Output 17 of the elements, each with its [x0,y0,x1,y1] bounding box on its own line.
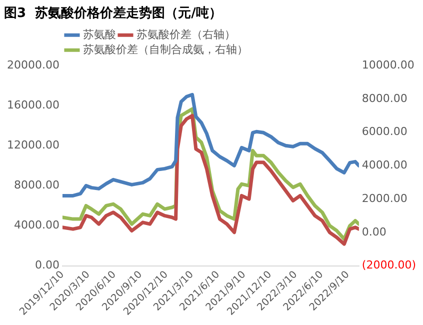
y-tick-label: 8000.00 [14,178,60,192]
y2-tick-label: 4000.00 [362,158,408,172]
y2-tick-label: (2000.00) [362,258,416,272]
y2-tick-label: 10000.00 [362,58,414,72]
y2-tick-label: 2000.00 [362,192,408,205]
y2-tick-label: 6000.00 [362,125,408,138]
chart-title: 图3 苏氨酸价格价差走势图（元/吨） [4,5,222,22]
y2-tick-label: 0.00 [362,225,386,238]
y2-tick-label: 8000.00 [362,92,408,105]
legend-label: 苏氨酸价差（自制合成氨，右轴） [82,42,248,56]
y-tick-label: 12000.00 [6,138,60,152]
y-tick-label: 4000.00 [14,218,60,232]
y-tick-label: 16000.00 [6,98,60,112]
y-tick-label: 0.00 [34,258,60,272]
legend-label: 苏氨酸价差（右轴） [136,28,236,41]
y-tick-label: 20000.00 [6,58,60,72]
legend-label: 苏氨酸 [82,28,116,41]
